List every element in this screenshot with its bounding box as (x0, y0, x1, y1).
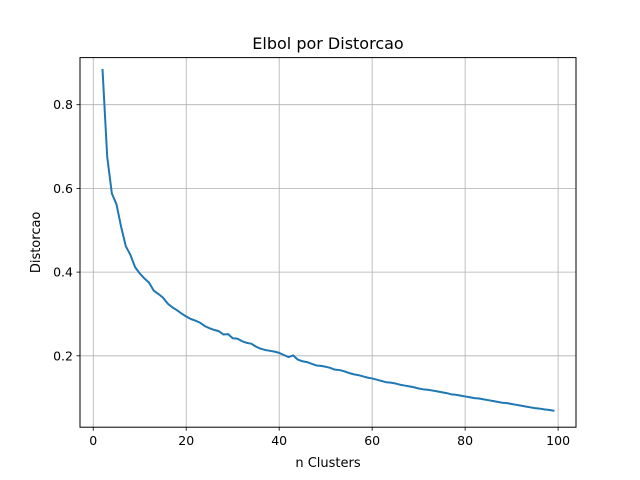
x-tick-label: 60 (364, 433, 380, 448)
series-line (101, 68, 555, 412)
y-tick-label: 0.4 (53, 265, 73, 280)
grid-layer (80, 57, 576, 428)
tick-layer: 0 20 40 60 80 100 0.2 0.4 0.6 0.8 (53, 97, 570, 448)
y-tick-label: 0.8 (53, 97, 73, 112)
line-layer (101, 68, 555, 412)
y-tick-label: 0.2 (53, 348, 73, 363)
x-tick-label: 40 (271, 433, 287, 448)
plot-frame (79, 57, 577, 428)
x-tick-label: 100 (546, 433, 570, 448)
x-axis-label: n Clusters (295, 456, 361, 471)
x-tick-label: 80 (457, 433, 473, 448)
y-axis-label: Distorcao (29, 212, 44, 274)
x-tick-label: 0 (89, 433, 97, 448)
x-tick-label: 20 (178, 433, 194, 448)
chart-title: Elbol por Distorcao (252, 34, 403, 53)
y-tick-label: 0.6 (53, 181, 73, 196)
